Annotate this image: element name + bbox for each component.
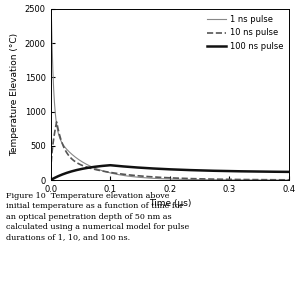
1 ns pulse (162, 177, 166, 181)
Legend: 1 ns pulse, 10 ns pulse, 100 ns pulse: 1 ns pulse, 10 ns pulse, 100 ns pulse (206, 13, 285, 53)
1 ns pulse (49, 178, 52, 182)
10 ns pulse (280, 178, 284, 181)
Line: 1 ns pulse: 1 ns pulse (51, 9, 289, 180)
10 ns pulse (222, 178, 226, 181)
10 ns pulse (268, 178, 272, 181)
Text: Figure 10  Temperature elevation above
initial temperature as a function of time: Figure 10 Temperature elevation above in… (6, 192, 189, 242)
X-axis label: Time (μs): Time (μs) (149, 200, 191, 208)
Line: 10 ns pulse: 10 ns pulse (51, 122, 289, 180)
10 ns pulse (149, 175, 153, 178)
Y-axis label: Temperature Elevation (°C): Temperature Elevation (°C) (10, 33, 19, 156)
10 ns pulse (49, 178, 52, 181)
100 ns pulse (162, 167, 166, 171)
100 ns pulse (268, 170, 272, 173)
10 ns pulse (55, 120, 58, 124)
100 ns pulse (287, 170, 291, 174)
100 ns pulse (149, 167, 153, 170)
10 ns pulse (287, 178, 291, 181)
Line: 100 ns pulse: 100 ns pulse (51, 165, 289, 180)
1 ns pulse (280, 178, 284, 182)
100 ns pulse (280, 170, 284, 174)
1 ns pulse (49, 7, 53, 11)
100 ns pulse (49, 178, 52, 182)
1 ns pulse (151, 176, 155, 180)
100 ns pulse (151, 167, 155, 170)
1 ns pulse (222, 178, 226, 181)
1 ns pulse (149, 176, 153, 180)
100 ns pulse (222, 169, 226, 173)
10 ns pulse (162, 176, 166, 179)
10 ns pulse (151, 175, 155, 179)
1 ns pulse (287, 178, 291, 182)
100 ns pulse (108, 164, 112, 167)
1 ns pulse (268, 178, 272, 182)
